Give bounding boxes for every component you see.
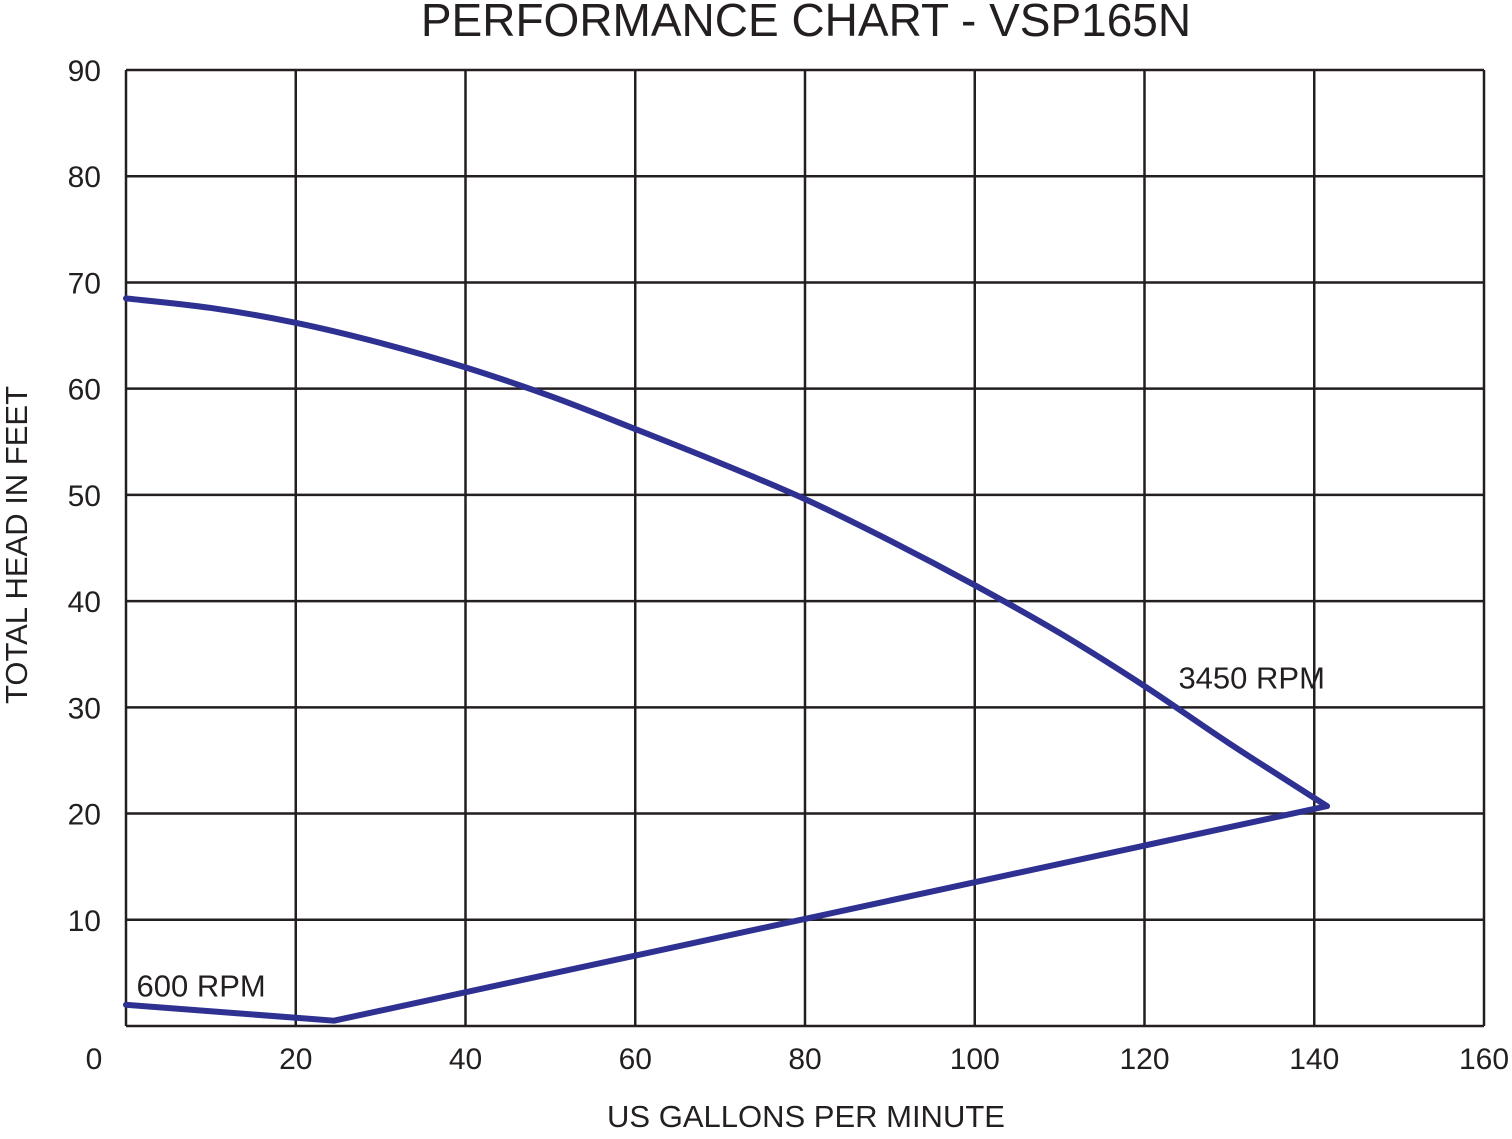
x-tick-label: 60 (619, 1043, 652, 1076)
x-tick-label: 140 (1289, 1043, 1339, 1076)
x-tick-label: 120 (1119, 1043, 1169, 1076)
x-tick-label: 80 (788, 1043, 821, 1076)
annotations: 3450 RPM 600 RPM (136, 660, 1324, 1003)
series-lines (123, 295, 1330, 1024)
series-line-600-rpm (123, 803, 1330, 1024)
annotation-label: 600 RPM (136, 969, 265, 1004)
y-tick-label: 70 (68, 267, 101, 300)
y-tick-label: 10 (68, 905, 101, 938)
y-tick-label: 40 (68, 586, 101, 619)
y-tick-labels: 10 20 30 40 50 60 70 80 90 (68, 55, 101, 938)
y-tick-label: 30 (68, 692, 101, 725)
x-tick-label: 100 (950, 1043, 1000, 1076)
series-line-3450-rpm (123, 295, 1330, 810)
y-tick-label: 80 (68, 161, 101, 194)
y-axis-label: TOTAL HEAD IN FEET (0, 386, 34, 704)
y-tick-label: 50 (68, 480, 101, 513)
x-tick-label: 0 (86, 1043, 103, 1076)
x-tick-label: 160 (1459, 1043, 1509, 1076)
x-axis-label: US GALLONS PER MINUTE (607, 1099, 1005, 1134)
annotation-label: 3450 RPM (1178, 660, 1324, 695)
y-tick-label: 60 (68, 374, 101, 407)
chart-title: PERFORMANCE CHART - VSP165N (421, 0, 1191, 46)
y-tick-label: 20 (68, 799, 101, 832)
x-tick-labels: 0 20 40 60 80 100 120 140 160 (86, 1043, 1509, 1076)
x-tick-label: 20 (279, 1043, 312, 1076)
x-tick-label: 40 (449, 1043, 482, 1076)
grid (124, 68, 1486, 1028)
y-tick-label: 90 (68, 55, 101, 88)
